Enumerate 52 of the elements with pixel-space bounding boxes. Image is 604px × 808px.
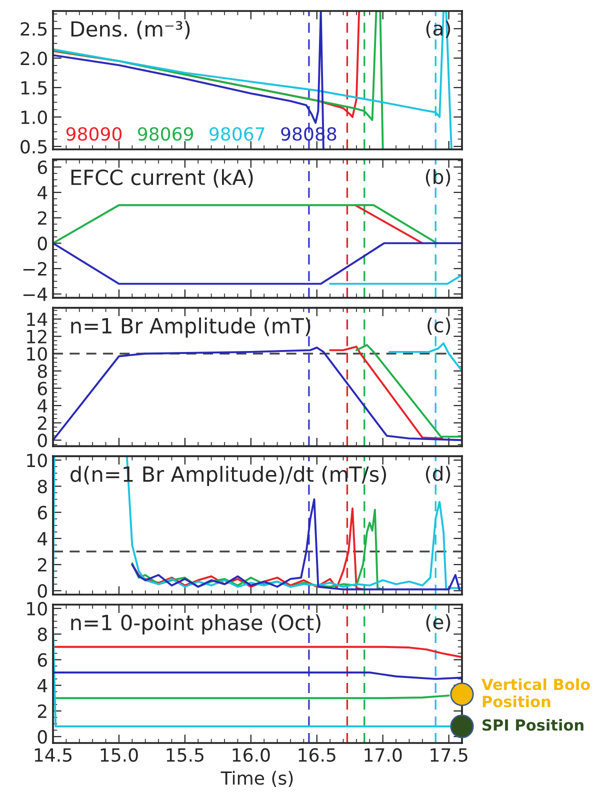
- y-tick-label: 8: [38, 364, 47, 378]
- y-tick-label: 8: [38, 480, 47, 494]
- y-tick-label: 2.0: [20, 52, 47, 66]
- y-tick-label: 0: [38, 730, 47, 744]
- y-tick-label: 10: [27, 602, 47, 616]
- x-tick-label: 17.0: [364, 748, 402, 762]
- chart-title: Dens. (m⁻³): [71, 20, 190, 40]
- annotation: (c): [428, 318, 450, 335]
- y-tick-label: 2: [38, 704, 46, 718]
- x-axis-title: Time (s): [220, 770, 293, 787]
- y-tick-label: 0: [38, 434, 47, 448]
- chart-title: n=1 Br Amplitude (mT): [71, 317, 310, 338]
- y-tick-label: −4: [23, 288, 48, 301]
- y-tick-label: 2: [38, 211, 46, 225]
- y-tick-label: 4: [38, 399, 48, 412]
- text: 98090: [66, 127, 122, 141]
- y-tick-label: 4: [38, 679, 48, 692]
- y-tick-label: −2: [23, 262, 46, 276]
- chart-title: n=1 0-point phase (Oct): [71, 614, 320, 634]
- y-tick-label: 1.0: [21, 110, 47, 124]
- text: 98067: [210, 127, 264, 141]
- y-tick-label: 0.5: [20, 140, 47, 154]
- y-tick-label: 6: [38, 160, 47, 174]
- annotation: (e): [426, 614, 450, 632]
- y-tick-label: 0: [38, 584, 47, 598]
- x-tick-label: 15.5: [166, 748, 204, 762]
- y-tick-label: 6: [38, 382, 47, 396]
- annotation: SPI Position: [482, 718, 584, 731]
- x-tick-label: 17.5: [430, 748, 468, 762]
- annotation: (b): [426, 169, 450, 186]
- y-tick-label: 12: [27, 330, 46, 344]
- x-tick-label: 15.0: [100, 748, 138, 762]
- y-tick-label: 6: [38, 506, 47, 520]
- y-tick-label: 0: [38, 236, 47, 250]
- y-tick-label: 8: [38, 628, 47, 642]
- y-tick-label: 2: [38, 558, 46, 572]
- chart-title: EFCC current (kA): [71, 169, 253, 188]
- y-tick-label: 2.5: [20, 22, 47, 36]
- y-tick-label: 4: [38, 186, 48, 200]
- text: 98069: [138, 127, 194, 141]
- y-tick-label: 6: [38, 653, 47, 667]
- y-tick-label: 4: [38, 532, 48, 546]
- annotation: (d): [426, 466, 450, 484]
- y-tick-label: 14: [27, 312, 48, 326]
- y-tick-label: 10: [27, 347, 47, 361]
- y-tick-label: 2: [38, 416, 46, 430]
- y-tick-label: 10: [27, 454, 47, 468]
- x-tick-label: 16.5: [298, 748, 336, 762]
- annotation: Vertical Bolo Position: [482, 678, 590, 708]
- y-tick-label: 1.5: [21, 81, 47, 95]
- x-tick-label: 16.0: [232, 748, 270, 762]
- x-tick-label: 14.5: [34, 748, 72, 762]
